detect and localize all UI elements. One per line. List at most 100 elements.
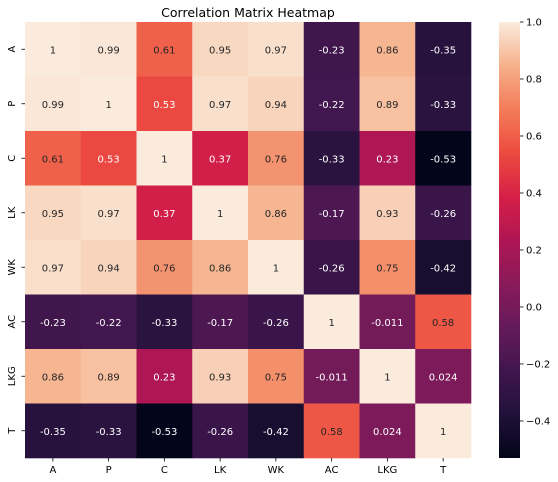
y-tick-label-C: C	[7, 155, 18, 162]
cell-label-LK-T: -0.26	[430, 209, 456, 220]
colorbar-tick-label: 0.8	[526, 74, 542, 85]
heatmap-cell-A-P	[80, 22, 137, 77]
x-axis: A P C LK WK AC LKG T	[49, 458, 447, 476]
cell-label-LK-LK: 1	[217, 209, 223, 220]
cell-label-T-AC: 0.58	[320, 427, 342, 438]
cell-label-A-WK: 0.97	[265, 45, 287, 56]
cell-label-WK-AC: -0.26	[319, 263, 345, 274]
heatmap-cell-AC-A	[25, 294, 82, 350]
heatmap-cells: 1 0.99 0.61 0.95 0.97 -0.23 0.86 -0.35 0.99 1 0.53…	[25, 22, 472, 459]
cell-label-C-LKG: 0.23	[376, 154, 398, 165]
cell-label-WK-T: -0.42	[430, 263, 456, 274]
cell-label-AC-LK: -0.17	[207, 318, 233, 329]
cell-label-A-LK: 0.95	[209, 45, 231, 56]
x-tick-label-AC: AC	[325, 465, 339, 476]
heatmap-cell-LKG-AC	[303, 349, 360, 404]
heatmap-cell-A-AC	[303, 22, 360, 77]
heatmap-cell-P-P	[80, 76, 137, 132]
cell-label-WK-P: 0.94	[97, 263, 119, 274]
heatmap-cell-C-T	[415, 131, 472, 186]
cell-label-P-P: 1	[105, 100, 111, 111]
cell-label-LK-LKG: 0.93	[376, 209, 398, 220]
cell-label-WK-LKG: 0.75	[376, 263, 398, 274]
heatmap-cell-WK-LK	[192, 240, 249, 295]
cell-label-P-C: 0.53	[153, 100, 175, 111]
colorbar-tick-label: −0.2	[526, 359, 550, 370]
cell-label-C-P: 0.53	[97, 154, 119, 165]
cell-label-T-P: -0.33	[96, 427, 122, 438]
colorbar-tick-label: −0.4	[526, 416, 550, 427]
heatmap-cell-A-A	[25, 22, 82, 77]
heatmap-cell-LKG-T	[415, 349, 472, 404]
heatmap-cell-A-WK	[248, 22, 305, 77]
cell-label-AC-P: -0.22	[96, 318, 122, 329]
heatmap-cell-LKG-LKG	[359, 349, 416, 404]
heatmap-cell-LKG-WK	[248, 349, 305, 404]
cell-label-P-A: 0.99	[42, 100, 64, 111]
heatmap-cell-C-AC	[303, 131, 360, 186]
cell-label-AC-T: 0.58	[432, 318, 454, 329]
heatmap-cell-LKG-A	[25, 349, 82, 404]
cell-label-WK-C: 0.76	[153, 263, 175, 274]
heatmap-cell-LK-P	[80, 185, 137, 241]
heatmap-cell-C-LKG	[359, 131, 416, 186]
x-tick-label-WK: WK	[268, 465, 285, 476]
heatmap-cell-LK-C	[136, 185, 193, 241]
cell-label-AC-WK: -0.26	[263, 318, 289, 329]
colorbar-tick-label: 0.2	[526, 245, 542, 256]
heatmap-cell-P-LKG	[359, 76, 416, 132]
cell-label-LKG-T: 0.024	[429, 372, 458, 383]
cell-label-P-AC: -0.22	[319, 100, 345, 111]
cell-label-A-AC: -0.23	[319, 45, 345, 56]
cell-label-LKG-AC: -0.011	[316, 372, 348, 383]
cell-label-T-WK: -0.42	[263, 427, 289, 438]
cell-label-LK-AC: -0.17	[319, 209, 345, 220]
cell-label-LK-C: 0.37	[153, 209, 175, 220]
heatmap-cell-WK-AC	[303, 240, 360, 295]
y-tick-label-WK: WK	[7, 259, 18, 276]
cell-label-T-C: -0.53	[151, 427, 177, 438]
colorbar-tick-label: 0.0	[526, 302, 542, 313]
heatmap-cell-T-LKG	[359, 403, 416, 459]
heatmap-cell-LKG-LK	[192, 349, 249, 404]
cell-label-LKG-C: 0.23	[153, 372, 175, 383]
cell-label-T-LK: -0.26	[207, 427, 233, 438]
cell-label-T-A: -0.35	[40, 427, 66, 438]
heatmap-cell-WK-T	[415, 240, 472, 295]
cell-label-P-LK: 0.97	[209, 100, 231, 111]
heatmap-cell-AC-WK	[248, 294, 305, 350]
colorbar-tick-label: 1.0	[526, 18, 542, 29]
cell-label-LKG-WK: 0.75	[265, 372, 287, 383]
colorbar-tick-label: 0.4	[526, 188, 542, 199]
heatmap-cell-LK-T	[415, 185, 472, 241]
cell-label-AC-AC: 1	[328, 318, 334, 329]
heatmap-cell-LK-AC	[303, 185, 360, 241]
cell-label-A-A: 1	[50, 45, 56, 56]
heatmap-cell-LK-LK	[192, 185, 249, 241]
heatmap-cell-AC-LK	[192, 294, 249, 350]
chart-title: Correlation Matrix Heatmap	[161, 5, 335, 20]
heatmap-cell-AC-P	[80, 294, 137, 350]
cell-label-P-LKG: 0.89	[376, 100, 398, 111]
cell-label-T-T: 1	[440, 427, 446, 438]
heatmap-cell-P-LK	[192, 76, 249, 132]
cell-label-P-WK: 0.94	[265, 100, 287, 111]
cell-label-WK-WK: 1	[273, 263, 279, 274]
heatmap-cell-LKG-C	[136, 349, 193, 404]
cell-label-C-AC: -0.33	[319, 154, 345, 165]
heatmap-cell-AC-T	[415, 294, 472, 350]
heatmap-cell-LK-WK	[248, 185, 305, 241]
heatmap-cell-WK-LKG	[359, 240, 416, 295]
cell-label-C-WK: 0.76	[265, 154, 287, 165]
heatmap-cell-AC-LKG	[359, 294, 416, 350]
cell-label-LK-A: 0.95	[42, 209, 64, 220]
colorbar-ticks: −0.4 −0.2 0.0 0.2 0.4 0.6 0.8 1.0	[520, 18, 550, 427]
cell-label-AC-LKG: -0.011	[371, 318, 403, 329]
cell-label-LKG-LK: 0.93	[209, 372, 231, 383]
heatmap-cell-A-LKG	[359, 22, 416, 77]
cell-label-C-C: 1	[161, 154, 167, 165]
cell-label-WK-LK: 0.86	[209, 263, 231, 274]
heatmap-cell-LK-A	[25, 185, 82, 241]
cell-label-AC-C: -0.33	[151, 318, 177, 329]
